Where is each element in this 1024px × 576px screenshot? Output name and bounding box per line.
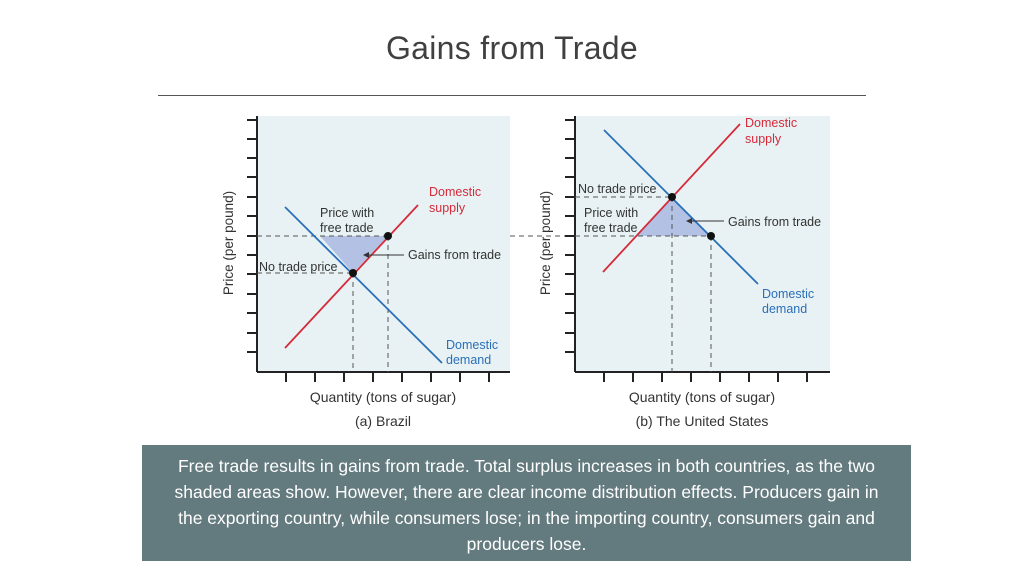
demand-curve bbox=[603, 129, 759, 285]
panel-background bbox=[257, 116, 510, 372]
title-divider bbox=[158, 95, 866, 96]
x-axis bbox=[575, 371, 830, 382]
y-axis bbox=[565, 116, 576, 372]
supply-label: supply bbox=[745, 132, 782, 146]
gains-arrowhead bbox=[686, 218, 692, 224]
gains-from-trade-figure: Domestic supply Domestic demand Price wi… bbox=[221, 116, 830, 429]
no-trade-equilibrium-point bbox=[668, 193, 676, 201]
guide-lines bbox=[257, 235, 389, 372]
free-trade-price-label: free trade bbox=[584, 221, 638, 235]
free-trade-point bbox=[384, 232, 392, 240]
panel-subtitle: (a) Brazil bbox=[355, 413, 411, 429]
supply-label: supply bbox=[429, 201, 466, 215]
gains-shaded-area bbox=[637, 197, 711, 236]
guide-lines bbox=[575, 196, 712, 372]
free-trade-price-label: Price with bbox=[584, 206, 638, 220]
no-trade-price-label: No trade price bbox=[578, 182, 657, 196]
supply-label: Domestic bbox=[429, 185, 481, 199]
x-axis-label: Quantity (tons of sugar) bbox=[310, 389, 456, 405]
free-trade-price-label: free trade bbox=[320, 221, 374, 235]
caption-box: Free trade results in gains from trade. … bbox=[142, 445, 911, 561]
no-trade-equilibrium-point bbox=[349, 269, 357, 277]
panel-subtitle: (b) The United States bbox=[636, 413, 769, 429]
gains-from-trade-label: Gains from trade bbox=[728, 215, 821, 229]
panel-background bbox=[575, 116, 830, 372]
y-axis-label: Price (per pound) bbox=[538, 191, 553, 295]
gains-arrowhead bbox=[363, 252, 369, 258]
supply-label: Domestic bbox=[745, 116, 797, 130]
demand-curve bbox=[284, 206, 443, 364]
demand-label: Domestic bbox=[446, 338, 498, 352]
x-axis bbox=[257, 371, 510, 382]
demand-label: demand bbox=[762, 302, 807, 316]
y-axis-label: Price (per pound) bbox=[221, 191, 236, 295]
page-title: Gains from Trade bbox=[385, 30, 638, 66]
demand-label: Domestic bbox=[762, 287, 814, 301]
no-trade-price-label: No trade price bbox=[259, 260, 338, 274]
free-trade-price-label: Price with bbox=[320, 206, 374, 220]
panel-united-states: Domestic supply Domestic demand No trade… bbox=[538, 116, 830, 429]
panel-brazil: Domestic supply Domestic demand Price wi… bbox=[221, 116, 510, 429]
gains-shaded-area bbox=[320, 236, 388, 273]
y-axis bbox=[247, 116, 258, 372]
demand-label: demand bbox=[446, 353, 491, 367]
caption-text: Free trade results in gains from trade. … bbox=[174, 456, 879, 554]
free-trade-point bbox=[707, 232, 715, 240]
gains-from-trade-label: Gains from trade bbox=[408, 248, 501, 262]
x-axis-label: Quantity (tons of sugar) bbox=[629, 389, 775, 405]
